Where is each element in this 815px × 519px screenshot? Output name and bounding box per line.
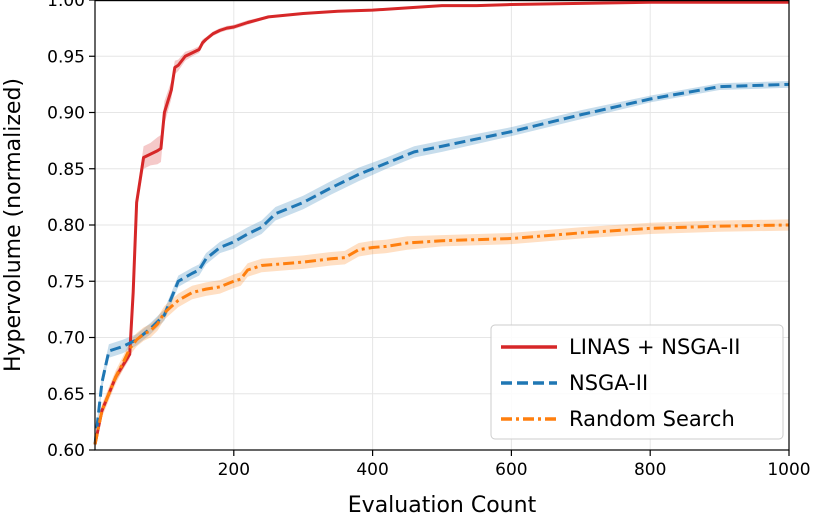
- legend-label-linas-nsga-ii: LINAS + NSGA-II: [569, 335, 740, 359]
- y-axis-ticks: 0.60 0.65 0.70 0.75 0.80 0.85 0.90 0.95 1.00: [47, 0, 95, 461]
- legend-box: [490, 324, 784, 440]
- y-tick-label: 1.00: [47, 0, 85, 11]
- y-tick-label: 0.70: [47, 329, 85, 349]
- x-tick-label: 400: [356, 460, 388, 480]
- y-tick-label: 0.95: [47, 47, 85, 67]
- x-axis-title: Evaluation Count: [348, 493, 537, 518]
- y-tick-label: 0.75: [47, 272, 85, 292]
- x-tick-label: 200: [218, 460, 250, 480]
- series-lines: [93, 0, 790, 445]
- y-tick-label: 0.65: [47, 385, 85, 405]
- x-tick-label: 1000: [767, 460, 810, 480]
- y-axis-title: Hypervolume (normalized): [1, 78, 26, 372]
- y-tick-label: 0.80: [47, 216, 85, 236]
- legend: LINAS + NSGA-II NSGA-II Random Search: [490, 324, 784, 440]
- series-line-linas-nsga-ii: [93, 0, 789, 445]
- legend-label-nsga-ii: NSGA-II: [569, 371, 648, 395]
- x-tick-label: 800: [634, 460, 666, 480]
- x-tick-label: 600: [495, 460, 527, 480]
- legend-label-random-search: Random Search: [569, 407, 735, 431]
- y-tick-label: 0.85: [47, 160, 85, 180]
- y-tick-label: 0.60: [47, 441, 85, 461]
- x-axis-ticks: 200 400 600 800 1000: [218, 450, 811, 480]
- y-tick-label: 0.90: [47, 104, 85, 124]
